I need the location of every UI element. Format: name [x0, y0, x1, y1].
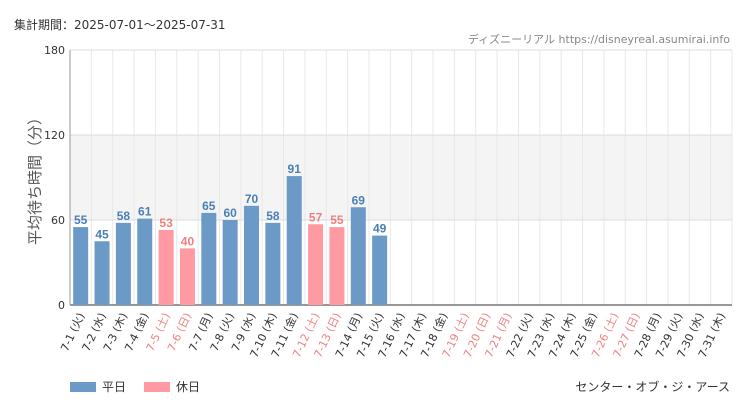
y-axis-label: 平均待ち時間（分） [26, 110, 44, 245]
bar-value-label: 60 [223, 206, 237, 220]
bar-value-label: 61 [138, 205, 152, 219]
bar-value-label: 58 [117, 209, 131, 223]
legend-holiday[interactable]: 休日 [144, 378, 200, 395]
y-tick-label: 60 [51, 214, 65, 227]
bar-value-label: 49 [373, 222, 387, 236]
bar-value-label: 57 [309, 210, 323, 224]
y-tick-label: 120 [44, 129, 65, 142]
bar [329, 227, 345, 305]
site-label: ディズニーリアル https://disneyreal.asumirai.inf… [467, 33, 730, 46]
bar [137, 218, 153, 305]
bar-value-label: 69 [352, 193, 366, 207]
attraction-name: センター・オブ・ジ・アース [575, 380, 730, 394]
bar [201, 212, 217, 305]
legend: 平日 休日 [70, 378, 218, 395]
legend-weekday-label: 平日 [102, 380, 127, 394]
bar-value-label: 58 [266, 209, 280, 223]
bar [308, 224, 324, 305]
bar-value-label: 40 [181, 234, 195, 248]
bar [372, 235, 388, 305]
bar [244, 205, 260, 305]
bar [94, 241, 110, 305]
bar-value-label: 55 [330, 213, 344, 227]
bar-value-label: 91 [288, 162, 302, 176]
bar-value-label: 45 [95, 227, 109, 241]
legend-holiday-swatch [144, 381, 171, 392]
y-tick-label: 180 [44, 44, 65, 57]
legend-holiday-label: 休日 [176, 380, 201, 394]
y-tick-label: 0 [58, 299, 65, 312]
bar-value-label: 53 [159, 216, 173, 230]
bar [222, 220, 238, 305]
bar [286, 176, 302, 305]
band-60-120 [70, 135, 732, 220]
bar [73, 227, 89, 305]
legend-weekday[interactable]: 平日 [70, 378, 126, 395]
bar-value-label: 70 [245, 192, 259, 206]
bar-value-label: 65 [202, 199, 216, 213]
bar [158, 229, 174, 305]
period-label: 集計期間：2025-07-01～2025-07-31 [14, 18, 226, 32]
legend-weekday-swatch [70, 381, 96, 392]
bar [265, 222, 281, 305]
bar [115, 222, 131, 305]
bar [179, 248, 195, 305]
bar-value-label: 55 [74, 213, 88, 227]
bar [350, 207, 366, 305]
